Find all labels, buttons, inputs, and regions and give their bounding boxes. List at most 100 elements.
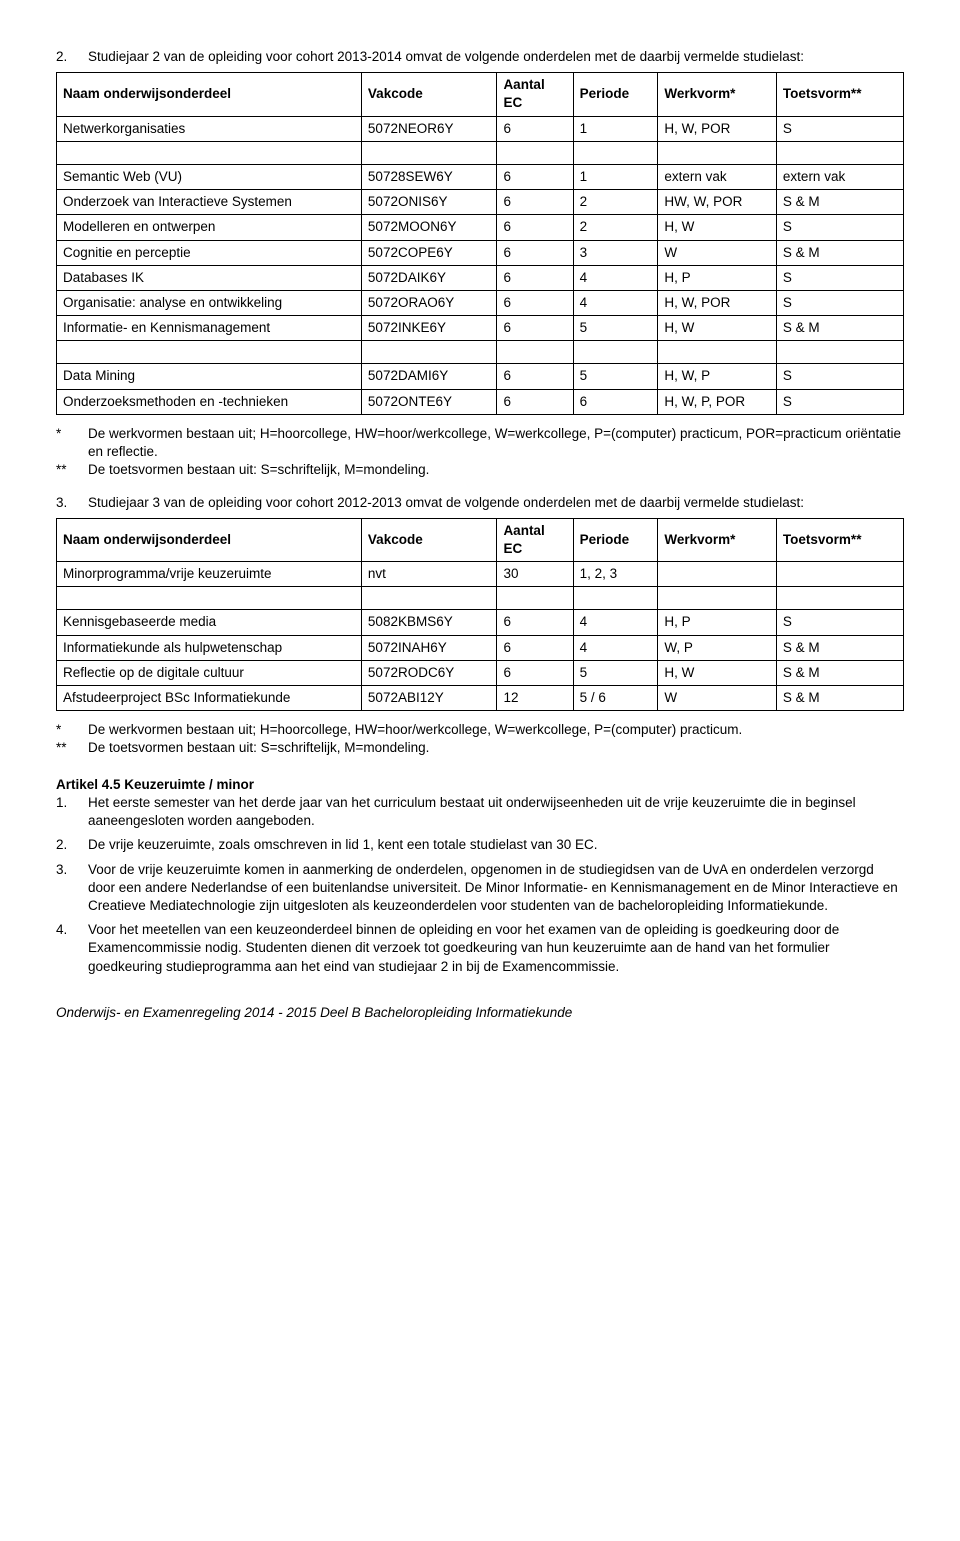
legend-werkvorm: * De werkvormen bestaan uit; H=hoorcolle… [56, 721, 904, 739]
table-header-row: Naam onderwijsonderdeel Vakcode Aantal E… [57, 73, 904, 116]
cell: 50728SEW6Y [361, 164, 497, 189]
cell: H, W [658, 660, 777, 685]
section-2-number: 2. [56, 48, 88, 66]
cell: 5 [573, 364, 658, 389]
cell: extern vak [658, 164, 777, 189]
cell: 5072RODC6Y [361, 660, 497, 685]
table-row: Onderzoeksmethoden en -technieken 5072ON… [57, 389, 904, 414]
cell: 5072ORAO6Y [361, 290, 497, 315]
table-row: Cognitie en perceptie 5072COPE6Y 6 3 W S… [57, 240, 904, 265]
table-studiejaar-3: Naam onderwijsonderdeel Vakcode Aantal E… [56, 518, 904, 712]
cell: Netwerkorganisaties [57, 116, 362, 141]
item-number: 4. [56, 921, 88, 976]
cell: 1, 2, 3 [573, 562, 658, 587]
article-item-2: 2. De vrije keuzeruimte, zoals omschreve… [56, 836, 904, 854]
table-row: Databases IK 5072DAIK6Y 6 4 H, P S [57, 265, 904, 290]
article-title: Artikel 4.5 Keuzeruimte / minor [56, 776, 904, 794]
table-row: Afstudeerproject BSc Informatiekunde 507… [57, 686, 904, 711]
cell: 5 [573, 660, 658, 685]
cell: Organisatie: analyse en ontwikkeling [57, 290, 362, 315]
cell: S & M [776, 660, 903, 685]
section-3-number: 3. [56, 494, 88, 512]
th-code: Vakcode [361, 518, 497, 561]
item-number: 3. [56, 861, 88, 916]
article-item-4: 4. Voor het meetellen van een keuzeonder… [56, 921, 904, 976]
cell: S [776, 389, 903, 414]
cell: Onderzoek van Interactieve Systemen [57, 190, 362, 215]
legend-text: De werkvormen bestaan uit; H=hoorcollege… [88, 425, 904, 461]
cell: 4 [573, 635, 658, 660]
cell: Databases IK [57, 265, 362, 290]
cell: 30 [497, 562, 573, 587]
table-row: Modelleren en ontwerpen 5072MOON6Y 6 2 H… [57, 215, 904, 240]
cell: 5072DAMI6Y [361, 364, 497, 389]
table-row: Informatie- en Kennismanagement 5072INKE… [57, 316, 904, 341]
item-text: De vrije keuzeruimte, zoals omschreven i… [88, 836, 904, 854]
cell: Afstudeerproject BSc Informatiekunde [57, 686, 362, 711]
cell: Semantic Web (VU) [57, 164, 362, 189]
cell: 5082KBMS6Y [361, 610, 497, 635]
table-row: Data Mining 5072DAMI6Y 6 5 H, W, P S [57, 364, 904, 389]
page-footer: Onderwijs- en Examenregeling 2014 - 2015… [56, 1004, 904, 1022]
th-code: Vakcode [361, 73, 497, 116]
cell: H, W, P [658, 364, 777, 389]
legend-text: De werkvormen bestaan uit; H=hoorcollege… [88, 721, 904, 739]
th-name: Naam onderwijsonderdeel [57, 518, 362, 561]
legend-toetsvorm: ** De toetsvormen bestaan uit: S=schrift… [56, 739, 904, 757]
cell: Kennisgebaseerde media [57, 610, 362, 635]
legend-mark: * [56, 425, 88, 461]
article-item-3: 3. Voor de vrije keuzeruimte komen in aa… [56, 861, 904, 916]
item-text: Voor het meetellen van een keuzeonderdee… [88, 921, 904, 976]
cell: 6 [497, 610, 573, 635]
item-text: Het eerste semester van het derde jaar v… [88, 794, 904, 830]
legend-text: De toetsvormen bestaan uit: S=schrifteli… [88, 739, 904, 757]
table-row: Organisatie: analyse en ontwikkeling 507… [57, 290, 904, 315]
section-2-intro: 2. Studiejaar 2 van de opleiding voor co… [56, 48, 904, 66]
cell: 5072INKE6Y [361, 316, 497, 341]
cell: S & M [776, 316, 903, 341]
cell: 1 [573, 116, 658, 141]
cell: 6 [573, 389, 658, 414]
cell: W, P [658, 635, 777, 660]
cell: H, W, P, POR [658, 389, 777, 414]
spacer-row [57, 587, 904, 610]
cell: W [658, 240, 777, 265]
table-row: Minorprogramma/vrije keuzeruimte nvt 30 … [57, 562, 904, 587]
article-item-1: 1. Het eerste semester van het derde jaa… [56, 794, 904, 830]
cell: S [776, 290, 903, 315]
spacer-row [57, 341, 904, 364]
cell: 6 [497, 164, 573, 189]
item-number: 1. [56, 794, 88, 830]
cell: extern vak [776, 164, 903, 189]
cell: H, W [658, 215, 777, 240]
th-werk: Werkvorm* [658, 518, 777, 561]
cell: Informatie- en Kennismanagement [57, 316, 362, 341]
cell: 5072NEOR6Y [361, 116, 497, 141]
cell: 12 [497, 686, 573, 711]
cell: Cognitie en perceptie [57, 240, 362, 265]
cell: Data Mining [57, 364, 362, 389]
table-row: Semantic Web (VU) 50728SEW6Y 6 1 extern … [57, 164, 904, 189]
th-ec: Aantal EC [497, 73, 573, 116]
cell: Modelleren en ontwerpen [57, 215, 362, 240]
cell: 5072ONTE6Y [361, 389, 497, 414]
table-row: Netwerkorganisaties 5072NEOR6Y 6 1 H, W,… [57, 116, 904, 141]
cell: H, P [658, 610, 777, 635]
cell: 5 / 6 [573, 686, 658, 711]
item-number: 2. [56, 836, 88, 854]
cell: S & M [776, 635, 903, 660]
spacer-row [57, 141, 904, 164]
table-row: Reflectie op de digitale cultuur 5072ROD… [57, 660, 904, 685]
cell: 6 [497, 215, 573, 240]
legend-mark: ** [56, 739, 88, 757]
cell: H, P [658, 265, 777, 290]
section-3-intro: 3. Studiejaar 3 van de opleiding voor co… [56, 494, 904, 512]
cell: 5072DAIK6Y [361, 265, 497, 290]
cell: 4 [573, 610, 658, 635]
section-2-text: Studiejaar 2 van de opleiding voor cohor… [88, 48, 904, 66]
cell: S [776, 116, 903, 141]
cell: H, W, POR [658, 290, 777, 315]
cell: 2 [573, 190, 658, 215]
cell: S & M [776, 240, 903, 265]
legend-mark: * [56, 721, 88, 739]
